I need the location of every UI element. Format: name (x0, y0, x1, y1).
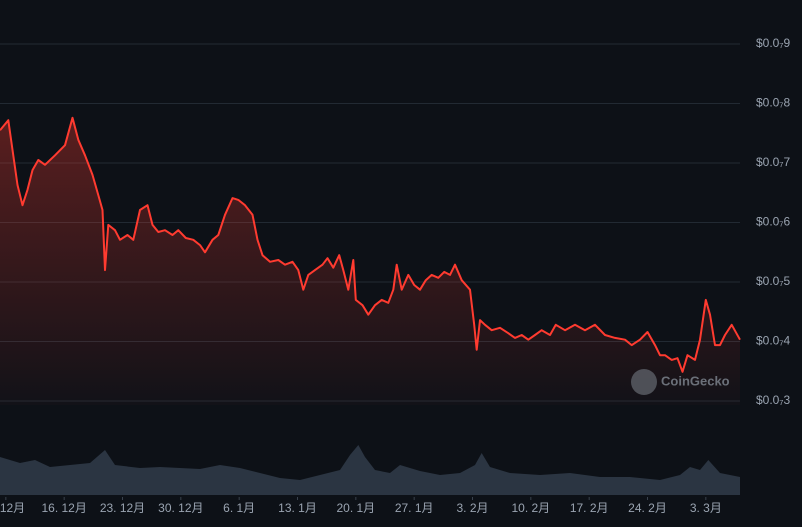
x-tick-label: 20. 1月 (336, 501, 375, 515)
x-tick-label: 6. 1月 (223, 501, 255, 515)
x-tick-label: 17. 2月 (570, 501, 609, 515)
x-tick-label: 27. 1月 (395, 501, 434, 515)
y-tick-label: $0.0₇4 (756, 334, 790, 348)
x-tick-label: 3. 3月 (690, 501, 722, 515)
x-tick-label: 23. 12月 (100, 501, 145, 515)
x-tick-label: 10. 2月 (511, 501, 550, 515)
y-tick-label: $0.0₇8 (756, 96, 790, 110)
y-tick-label: $0.0₇9 (756, 36, 790, 50)
price-line (0, 116, 741, 373)
watermark: CoinGecko (631, 369, 730, 395)
x-tick-label: 30. 12月 (158, 501, 203, 515)
volume-area (0, 445, 740, 495)
x-tick-label: 9. 12月 (0, 501, 25, 515)
y-tick-label: $0.0₇3 (756, 393, 790, 407)
price-area (0, 117, 740, 406)
y-tick-label: $0.0₇6 (756, 215, 790, 229)
x-tick-label: 24. 2月 (628, 501, 667, 515)
x-tick-label: 3. 2月 (456, 501, 488, 515)
x-tick-label: 13. 1月 (278, 501, 317, 515)
x-tick-label: 16. 12月 (41, 501, 86, 515)
watermark-logo (631, 369, 657, 395)
watermark-text: CoinGecko (661, 373, 730, 388)
y-tick-label: $0.0₇7 (756, 155, 790, 169)
y-tick-label: $0.0₇5 (756, 274, 790, 288)
